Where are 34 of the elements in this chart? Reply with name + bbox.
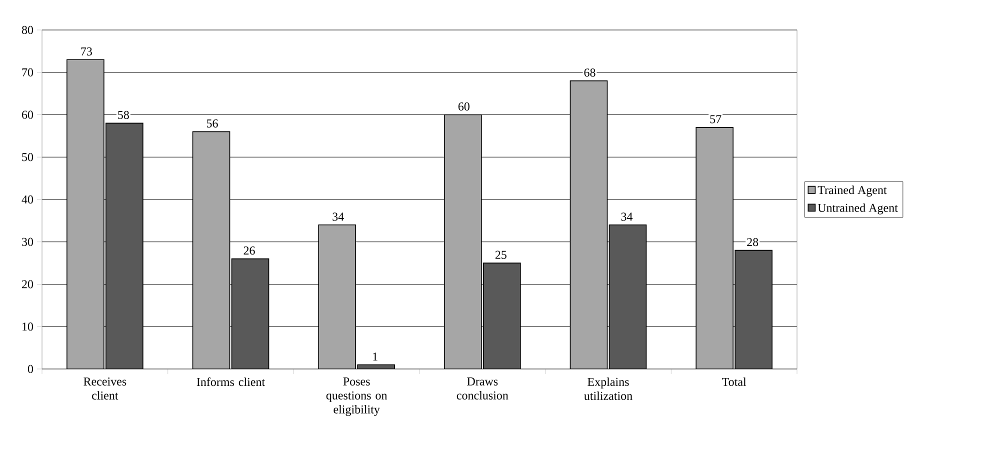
data-label: 25: [495, 250, 506, 259]
data-label: 73: [81, 47, 92, 56]
y-tick-label: 30: [22, 238, 34, 246]
y-tick-label: 70: [22, 68, 34, 76]
y-tick-label: 20: [22, 280, 34, 288]
data-label: 26: [244, 246, 255, 255]
data-label: 34: [332, 212, 344, 221]
y-tick-label: 0: [28, 364, 34, 374]
data-label: 56: [206, 119, 218, 128]
y-tick-label: 80: [22, 26, 34, 34]
legend-label: Trained Agent: [818, 186, 887, 197]
data-label: 28: [747, 238, 758, 246]
bar: [734, 250, 772, 369]
x-tick-label: Explains utilization: [584, 378, 632, 400]
x-tick-label: Informs client: [196, 378, 266, 386]
x-tick-label: Draws conclusion: [456, 378, 508, 400]
data-label: 34: [621, 212, 633, 221]
y-tick-label: 10: [22, 322, 34, 331]
data-label: 58: [118, 110, 129, 120]
bar: [106, 122, 144, 369]
data-label: 1: [373, 352, 378, 361]
x-tick-label: Receives client: [84, 377, 126, 400]
legend-label: Untrained Agent: [818, 203, 898, 214]
bar: [608, 224, 647, 369]
data-label: 57: [710, 115, 722, 124]
y-tick-label: 60: [22, 110, 34, 119]
y-tick-label: 40: [22, 195, 34, 204]
x-tick-label: Total: [722, 378, 746, 386]
bar: [231, 258, 270, 369]
bar: [483, 262, 521, 369]
data-label: 68: [584, 68, 596, 77]
x-tick-label: Poses questions on eligibility: [326, 378, 388, 416]
data-label: 60: [458, 102, 470, 111]
y-tick-label: 50: [22, 153, 34, 162]
